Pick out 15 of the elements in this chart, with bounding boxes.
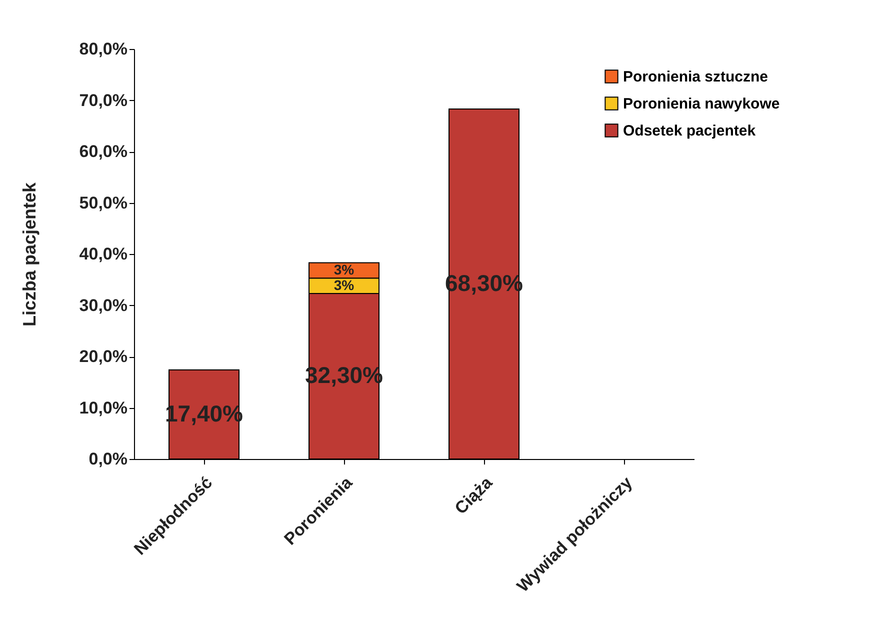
y-tick-label: 30,0% xyxy=(79,296,128,315)
y-tick-label: 80,0% xyxy=(79,40,128,58)
data-label: 3% xyxy=(334,261,355,278)
legend-label: Odsetek pacjentek xyxy=(623,122,756,140)
legend-label: Poronienia nawykowe xyxy=(623,96,780,112)
legend-label: Poronienia sztuczne xyxy=(623,68,768,86)
y-tick-label: 0,0% xyxy=(88,450,128,468)
y-tick-label: 50,0% xyxy=(79,193,128,212)
data-label: 3% xyxy=(334,276,355,293)
y-tick-label: 40,0% xyxy=(79,244,128,264)
y-axis-title: Liczba pacjentek xyxy=(19,181,40,327)
y-tick-label: 70,0% xyxy=(79,90,128,110)
y-tick-label: 60,0% xyxy=(79,142,128,161)
y-tick-label: 20,0% xyxy=(79,347,128,366)
y-tick-label: 10,0% xyxy=(79,398,128,418)
